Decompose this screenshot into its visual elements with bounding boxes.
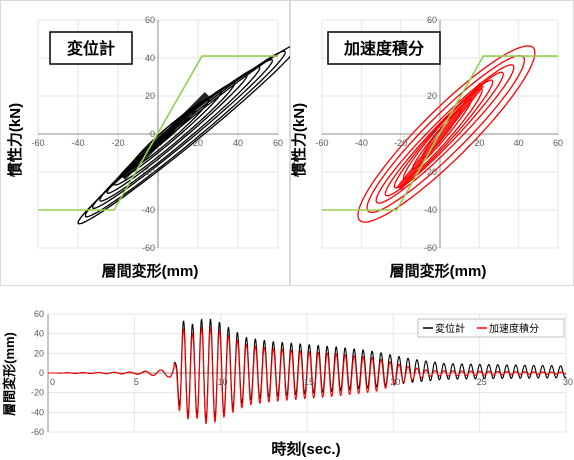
series-time (48, 318, 567, 425)
chart-label-box (49, 31, 133, 65)
y-axis-title: 層間変形(mm) (2, 332, 17, 416)
y-tick-label: -60 (424, 243, 437, 253)
y-tick-label: 0 (432, 129, 437, 139)
y-tick-label: -40 (142, 205, 155, 215)
hysteresis-loop (357, 45, 536, 223)
y-tick-label: -20 (142, 167, 155, 177)
ticks-time: 0 5 10 15 20 25 30 -60 -40 -20 0 20 40 60 (31, 309, 573, 437)
x-axis-title: 層間変形(mm) (390, 262, 487, 280)
hysteresis-loop (106, 74, 248, 194)
y-axis-title: 慣性力(kN) (6, 103, 24, 177)
legend-box (417, 318, 565, 338)
x-tick-label: 20 (474, 138, 484, 148)
y-tick-label: 40 (145, 53, 155, 63)
y-tick-label: 60 (145, 15, 155, 25)
x-tick-label: 40 (233, 138, 243, 148)
time-history-chart: 0 5 10 15 20 25 30 -60 -40 -20 0 20 40 60 変位計 加速度積分 時… (0, 292, 574, 460)
y-tick-label: 60 (427, 15, 437, 25)
x-tick-label: 15 (304, 377, 314, 387)
x-axis-title: 時刻(sec.) (271, 440, 340, 458)
x-tick-label: -20 (111, 138, 124, 148)
legend-label-displacement: 変位計 (435, 322, 465, 335)
legend: 変位計 加速度積分 (417, 318, 565, 338)
y-tick-label: 0 (39, 368, 44, 378)
series-right (322, 45, 558, 223)
series-left (38, 45, 290, 225)
y-tick-label: 20 (427, 91, 437, 101)
y-tick-label: 20 (145, 91, 155, 101)
y-tick-label: -20 (424, 167, 437, 177)
legend-label-acceleration: 加速度積分 (489, 322, 539, 335)
x-axis-title: 層間変形(mm) (102, 262, 199, 280)
y-tick-label: -20 (31, 388, 44, 398)
x-tick-label: 20 (193, 138, 203, 148)
y-tick-label: -40 (424, 205, 437, 215)
x-tick-label: -20 (394, 138, 407, 148)
y-tick-label: -60 (142, 243, 155, 253)
y-tick-label: 40 (34, 329, 44, 339)
ticks-left: -60 -40 -20 20 40 60 -60 -40 -20 0 20 40 60 (31, 15, 283, 253)
chart-label-box (327, 31, 441, 65)
chart-frame (0, 0, 290, 286)
hysteresis-loop (91, 58, 274, 210)
hysteresis-svg-left: -60 -40 -20 20 40 60 -60 -40 -20 0 20 40 60 変位計 層間変形… (0, 0, 290, 286)
x-tick-label: 0 (50, 377, 55, 387)
y-tick-label: 20 (34, 348, 44, 358)
y-tick-label: 0 (150, 129, 155, 139)
x-tick-label: 20 (390, 377, 400, 387)
y-tick-label: -60 (31, 427, 44, 437)
x-tick-label: 40 (514, 138, 524, 148)
x-tick-label: -60 (31, 138, 44, 148)
x-tick-label: 5 (134, 377, 139, 387)
x-tick-label: 30 (563, 377, 573, 387)
bilinear-model-line (38, 55, 278, 211)
hysteresis-core (120, 91, 210, 181)
hysteresis-loop (402, 88, 483, 180)
y-tick-label: -40 (31, 407, 44, 417)
x-tick-label: -40 (71, 138, 84, 148)
hysteresis-loop (77, 45, 290, 225)
chart-label: 変位計 (67, 39, 115, 58)
chart-label: 加速度積分 (343, 39, 424, 58)
hysteresis-core (396, 82, 485, 191)
x-tick-label: -60 (315, 138, 328, 148)
y-tick-label: 60 (34, 309, 44, 319)
x-tick-label: -40 (355, 138, 368, 148)
x-tick-label: 60 (273, 138, 283, 148)
x-tick-label: 25 (477, 377, 487, 387)
x-tick-label: 10 (218, 377, 228, 387)
time-series-line (48, 326, 567, 425)
hysteresis-loop (366, 54, 526, 214)
x-tick-label: 60 (553, 138, 563, 148)
y-axis-title: 慣性力(kN) (290, 103, 308, 177)
time-history-svg: 0 5 10 15 20 25 30 -60 -40 -20 0 20 40 60 変位計 加速度積分 時… (2, 309, 573, 458)
bilinear-model-line (322, 55, 558, 211)
hysteresis-chart-displacement-meter: -60 -40 -20 20 40 60 -60 -40 -20 0 20 40 60 変位計 層間変形… (0, 0, 290, 286)
